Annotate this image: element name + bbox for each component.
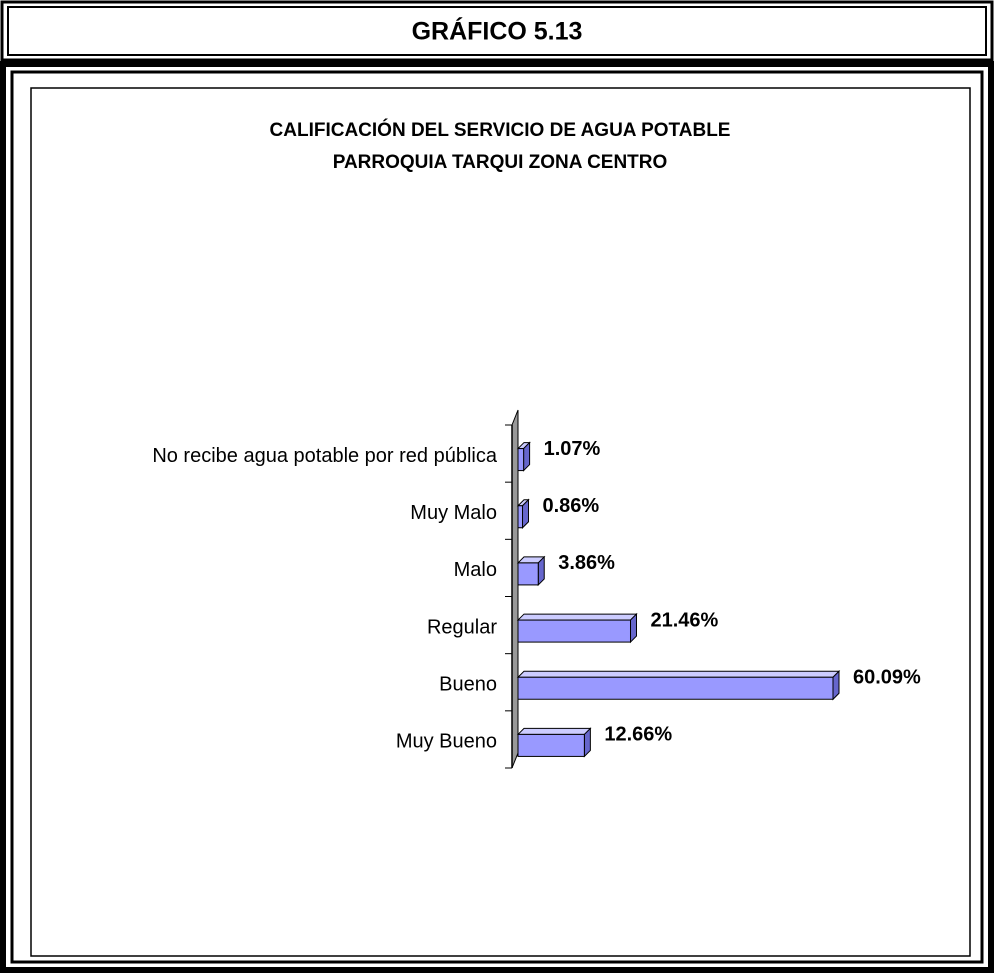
- category-label: Bueno: [439, 674, 497, 696]
- category-label: Malo: [454, 559, 497, 581]
- axis-wall: [511, 409, 519, 769]
- value-label: 1.07%: [544, 438, 601, 460]
- category-label: Muy Bueno: [396, 731, 497, 753]
- outer-frame-inner: [10, 70, 984, 964]
- value-label: 0.86%: [543, 495, 600, 517]
- value-label: 12.66%: [604, 724, 672, 746]
- plot-frame: [30, 87, 971, 957]
- category-label: Regular: [427, 616, 497, 638]
- bar: [517, 448, 525, 472]
- bar: [517, 733, 585, 757]
- bar-top: [516, 670, 841, 678]
- value-label: 3.86%: [558, 552, 615, 574]
- header-inner-frame: [7, 6, 987, 56]
- header-frame: [0, 0, 994, 62]
- outer-frame: [0, 61, 994, 973]
- bar: [517, 562, 539, 586]
- bar-top: [516, 727, 592, 735]
- category-label: No recibe agua potable por red pública: [152, 445, 498, 467]
- chart-subtitle: PARROQUIA TARQUI ZONA CENTRO: [333, 152, 668, 173]
- bar: [517, 505, 524, 529]
- bar: [517, 619, 631, 643]
- value-label: 21.46%: [650, 609, 718, 631]
- bar-top: [516, 613, 638, 621]
- chart-title: CALIFICACIÓN DEL SERVICIO DE AGUA POTABL…: [270, 119, 731, 141]
- bar: [517, 676, 834, 700]
- category-label: Muy Malo: [410, 502, 497, 524]
- value-label: 60.09%: [853, 667, 921, 689]
- header-title: GRÁFICO 5.13: [412, 17, 583, 46]
